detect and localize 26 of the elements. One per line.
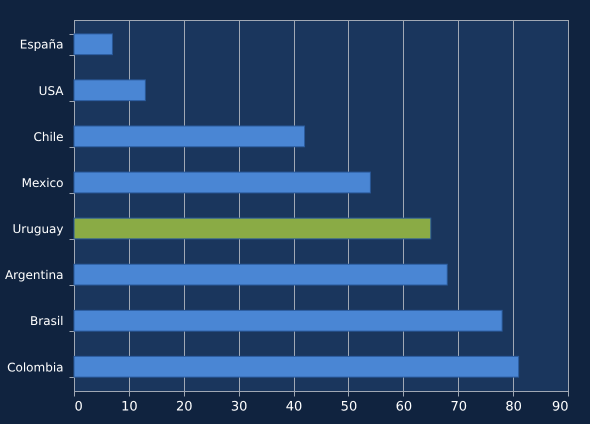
y-tick-label: Uruguay [12,222,64,236]
x-tick-label: 50 [340,400,358,414]
x-tick-label: 90 [552,400,568,414]
bar [74,79,146,102]
bar [74,172,371,194]
x-tick-label: 60 [396,400,412,414]
x-tick-label: 80 [505,400,522,414]
bar [74,33,113,56]
x-tick-label: 10 [121,400,138,414]
x-tick-label: 0 [74,400,83,414]
x-tick-label: 20 [176,400,193,414]
x-tick-label: 70 [450,400,467,414]
x-tick-label: 30 [230,400,248,414]
bar [74,356,520,378]
y-tick-label: España [20,38,64,52]
x-tick-label: 40 [286,400,302,414]
bar [74,310,503,332]
y-tick-label: Brasil [30,314,64,328]
y-tick-label: Argentina [4,268,64,282]
y-tick-label: Colombia [7,360,64,374]
y-tick-label: Mexico [22,176,64,190]
y-tick-label: USA [38,84,64,98]
bar [74,218,432,240]
bar [74,264,448,286]
y-tick-label: Chile [33,130,64,144]
bar [74,126,306,148]
